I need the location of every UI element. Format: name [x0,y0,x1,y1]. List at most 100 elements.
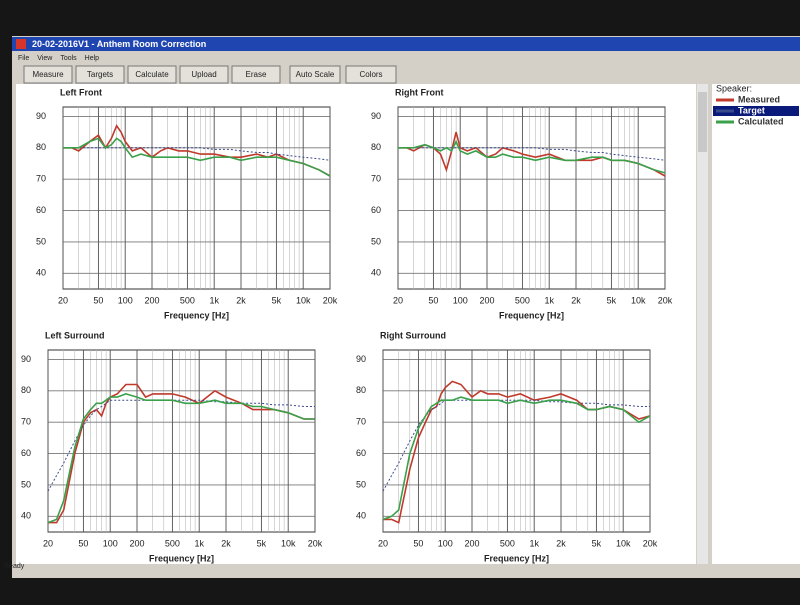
y-tick-label: 40 [356,511,366,521]
x-tick-label: 200 [464,538,479,548]
button-label[interactable]: Erase [246,70,267,79]
menu-item[interactable]: View [37,55,53,62]
x-tick-label: 50 [413,538,423,548]
plot-area [382,349,651,533]
legend-label[interactable]: Target [738,105,765,115]
button-label[interactable]: Calculate [135,70,169,79]
toolbar-button[interactable]: Calculate [127,65,177,84]
x-tick-label: 10k [631,295,646,305]
y-tick-label: 60 [36,205,46,215]
x-tick-label: 20 [43,538,53,548]
x-tick-label: 5k [257,538,267,548]
legend-title: Speaker: [716,83,752,93]
chart-title: Right Front [395,87,444,97]
menu-item[interactable]: Tools [60,55,77,62]
x-tick-label: 5k [592,538,602,548]
x-tick-label: 20 [378,538,388,548]
button-label[interactable]: Upload [191,70,216,79]
x-tick-label: 1k [194,538,204,548]
scrollbar[interactable] [697,84,708,564]
x-tick-label: 10k [296,295,311,305]
button-label[interactable]: Targets [87,70,113,79]
button-face[interactable] [231,65,281,84]
x-tick-label: 20 [393,295,403,305]
toolbar-button[interactable]: Erase [231,65,281,84]
x-tick-label: 5k [272,295,282,305]
status-text: Ready [4,563,25,570]
y-tick-label: 70 [356,417,366,427]
x-tick-label: 1k [209,295,219,305]
x-tick-label: 20k [658,295,673,305]
x-tick-label: 100 [118,295,133,305]
title-bar [12,37,800,51]
plot-area [397,106,666,290]
button-label[interactable]: Auto Scale [296,70,335,79]
x-tick-label: 500 [180,295,195,305]
toolbar-button[interactable]: Colors [345,65,397,84]
x-tick-label: 1k [529,538,539,548]
x-tick-label: 2k [571,295,581,305]
toolbar-button[interactable]: Targets [75,65,125,84]
legend-panel [712,84,800,564]
x-tick-label: 10k [281,538,296,548]
button-face[interactable] [179,65,229,84]
x-tick-label: 2k [221,538,231,548]
y-tick-label: 60 [371,205,381,215]
menu-item[interactable]: Help [85,55,100,62]
y-tick-label: 90 [36,111,46,121]
scroll-thumb[interactable] [698,92,707,152]
button-label[interactable]: Measure [32,70,64,79]
menu-item[interactable]: File [18,55,29,62]
x-tick-label: 10k [616,538,631,548]
button-face[interactable] [289,65,341,84]
y-tick-label: 40 [371,268,381,278]
x-tick-label: 100 [453,295,468,305]
x-tick-label: 20k [308,538,323,548]
x-tick-label: 100 [103,538,118,548]
button-face[interactable] [127,65,177,84]
button-face[interactable] [75,65,125,84]
x-tick-label: 5k [607,295,617,305]
x-tick-label: 200 [144,295,159,305]
button-label[interactable]: Colors [359,70,382,79]
legend-highlight[interactable] [713,106,799,116]
series-line [47,393,315,524]
button-face[interactable] [23,65,73,84]
y-tick-label: 90 [21,354,31,364]
chart: Left Front Frequency [Hz] 40 50 60 70 80 90 20 50… [36,87,338,320]
series-line [47,399,315,492]
plot-area [47,349,316,533]
y-tick-label: 60 [21,448,31,458]
series-line [398,139,666,174]
app-icon [16,39,26,49]
plot-area [62,106,331,290]
y-tick-label: 60 [356,448,366,458]
y-tick-label: 80 [356,385,366,395]
y-tick-label: 50 [36,236,46,246]
series-line [63,147,331,161]
y-tick-label: 90 [371,111,381,121]
legend-label[interactable]: Calculated [738,116,784,126]
legend-label[interactable]: Measured [738,94,780,104]
toolbar-button[interactable]: Upload [179,65,229,84]
x-tick-label: 500 [500,538,515,548]
toolbar-button[interactable]: Auto Scale [289,65,341,84]
chart-title: Left Surround [45,330,105,340]
button-face[interactable] [345,65,397,84]
series-line [48,383,315,524]
y-tick-label: 80 [36,142,46,152]
chart: Right Surround Frequency [Hz] 40 50 60 70 80 90… [356,330,658,563]
x-tick-label: 50 [428,295,438,305]
x-axis-label: Frequency [Hz] [484,553,549,563]
x-tick-label: 500 [165,538,180,548]
toolbar-button[interactable]: Measure [23,65,73,84]
chart-title: Left Front [60,87,102,97]
y-tick-label: 70 [371,174,381,184]
charts: Left Front Frequency [Hz] 40 50 60 70 80 90 20 50… [21,87,673,563]
x-tick-label: 2k [556,538,566,548]
series-line [63,124,331,177]
y-tick-label: 50 [356,479,366,489]
x-tick-label: 20 [58,295,68,305]
